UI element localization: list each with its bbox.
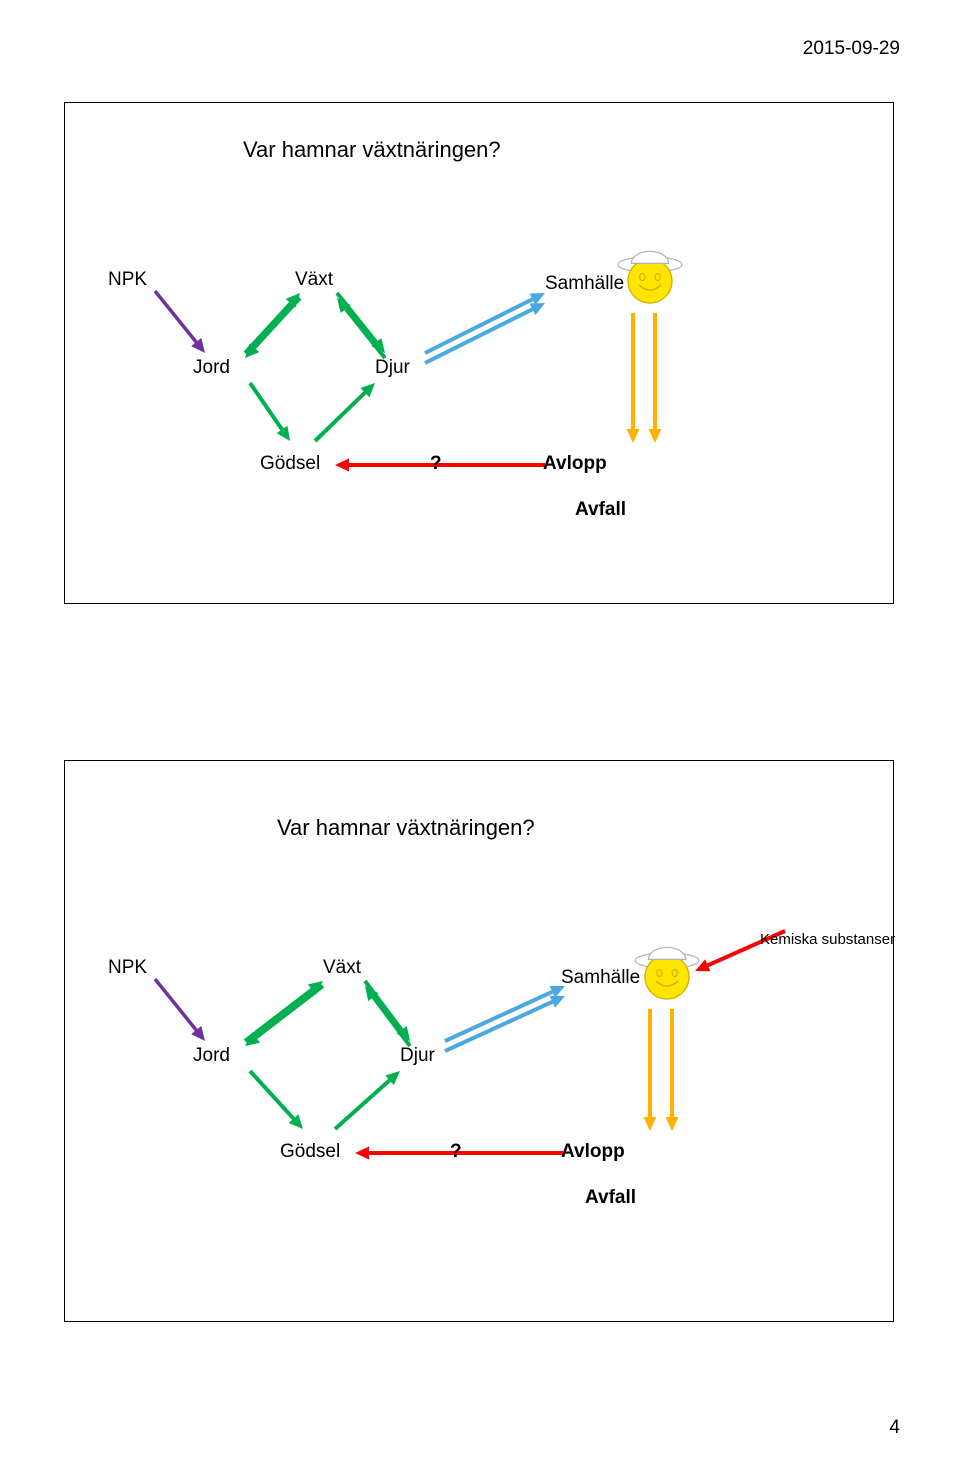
label-question: ? — [430, 453, 442, 475]
label-avlopp: Avlopp — [561, 1141, 625, 1163]
diagram-panel-2: Var hamnar växtnäringen? NPK Växt Jord D… — [64, 760, 894, 1322]
diagram-svg-2 — [65, 761, 893, 1321]
label-vaxt: Växt — [323, 957, 361, 979]
label-samhalle: Samhälle — [545, 273, 624, 295]
label-djur: Djur — [375, 357, 410, 379]
label-godsel: Gödsel — [260, 453, 320, 475]
label-kemiska: Kemiska substanser — [760, 931, 895, 948]
diagram-svg-1 — [65, 103, 893, 603]
label-avlopp: Avlopp — [543, 453, 607, 475]
page-number: 4 — [889, 1417, 900, 1439]
label-npk: NPK — [108, 957, 147, 979]
diagram-panel-1: Var hamnar växtnäringen? NPK Växt Jord D… — [64, 102, 894, 604]
label-samhalle: Samhälle — [561, 967, 640, 989]
label-djur: Djur — [400, 1045, 435, 1067]
label-avfall: Avfall — [575, 499, 626, 521]
label-avfall: Avfall — [585, 1187, 636, 1209]
label-npk: NPK — [108, 269, 147, 291]
label-jord: Jord — [193, 1045, 230, 1067]
label-question: ? — [450, 1141, 462, 1163]
label-vaxt: Växt — [295, 269, 333, 291]
page-date: 2015-09-29 — [803, 38, 900, 60]
label-jord: Jord — [193, 357, 230, 379]
label-godsel: Gödsel — [280, 1141, 340, 1163]
page: 2015-09-29 4 Var hamnar växtnäringen? NP… — [0, 0, 960, 1469]
panel1-title: Var hamnar växtnäringen? — [243, 137, 501, 163]
panel2-title: Var hamnar växtnäringen? — [277, 815, 535, 841]
